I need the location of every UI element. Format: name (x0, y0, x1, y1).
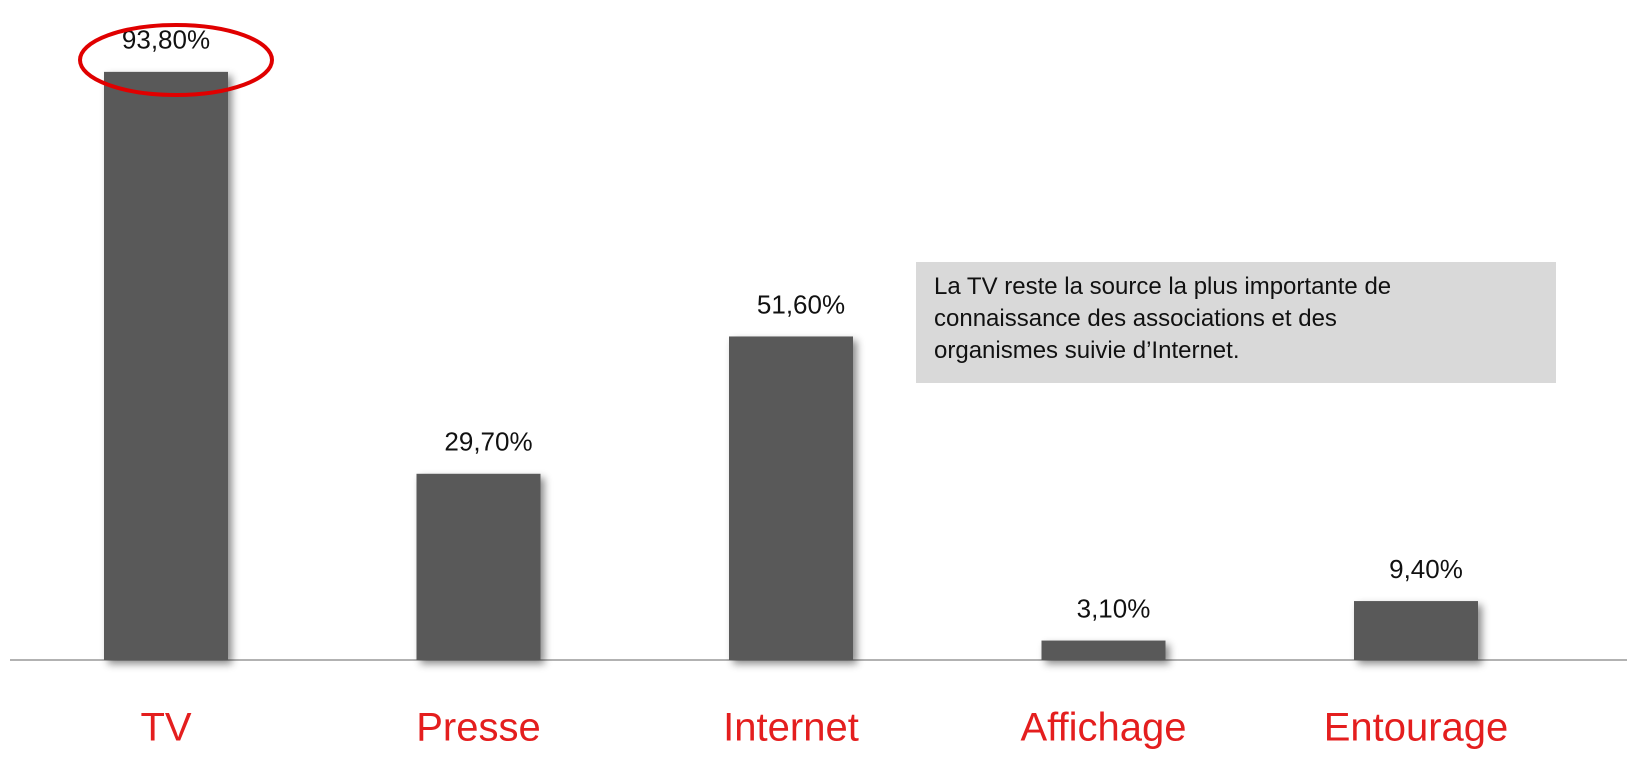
bar (729, 336, 853, 660)
bar (416, 473, 541, 660)
highlight-ellipse (78, 23, 274, 97)
bar (1354, 601, 1478, 660)
value-label: 29,70% (444, 427, 532, 457)
value-label: 3,10% (1077, 593, 1151, 623)
bar (1041, 640, 1166, 660)
annotation-box (916, 262, 1556, 383)
annotation-text: La TV reste la source la plus importante… (934, 273, 1391, 300)
annotation-text: organismes suivie d’Internet. (934, 337, 1239, 364)
annotation-text: connaissance des associations et des (934, 305, 1337, 332)
category-label: Affichage (1020, 706, 1186, 750)
category-label: TV (140, 706, 191, 750)
value-label: 9,40% (1389, 554, 1463, 584)
value-label: 51,60% (757, 289, 845, 319)
bar (104, 71, 228, 660)
category-label: Presse (416, 706, 541, 750)
category-label: Internet (723, 706, 859, 750)
category-label: Entourage (1324, 706, 1509, 750)
